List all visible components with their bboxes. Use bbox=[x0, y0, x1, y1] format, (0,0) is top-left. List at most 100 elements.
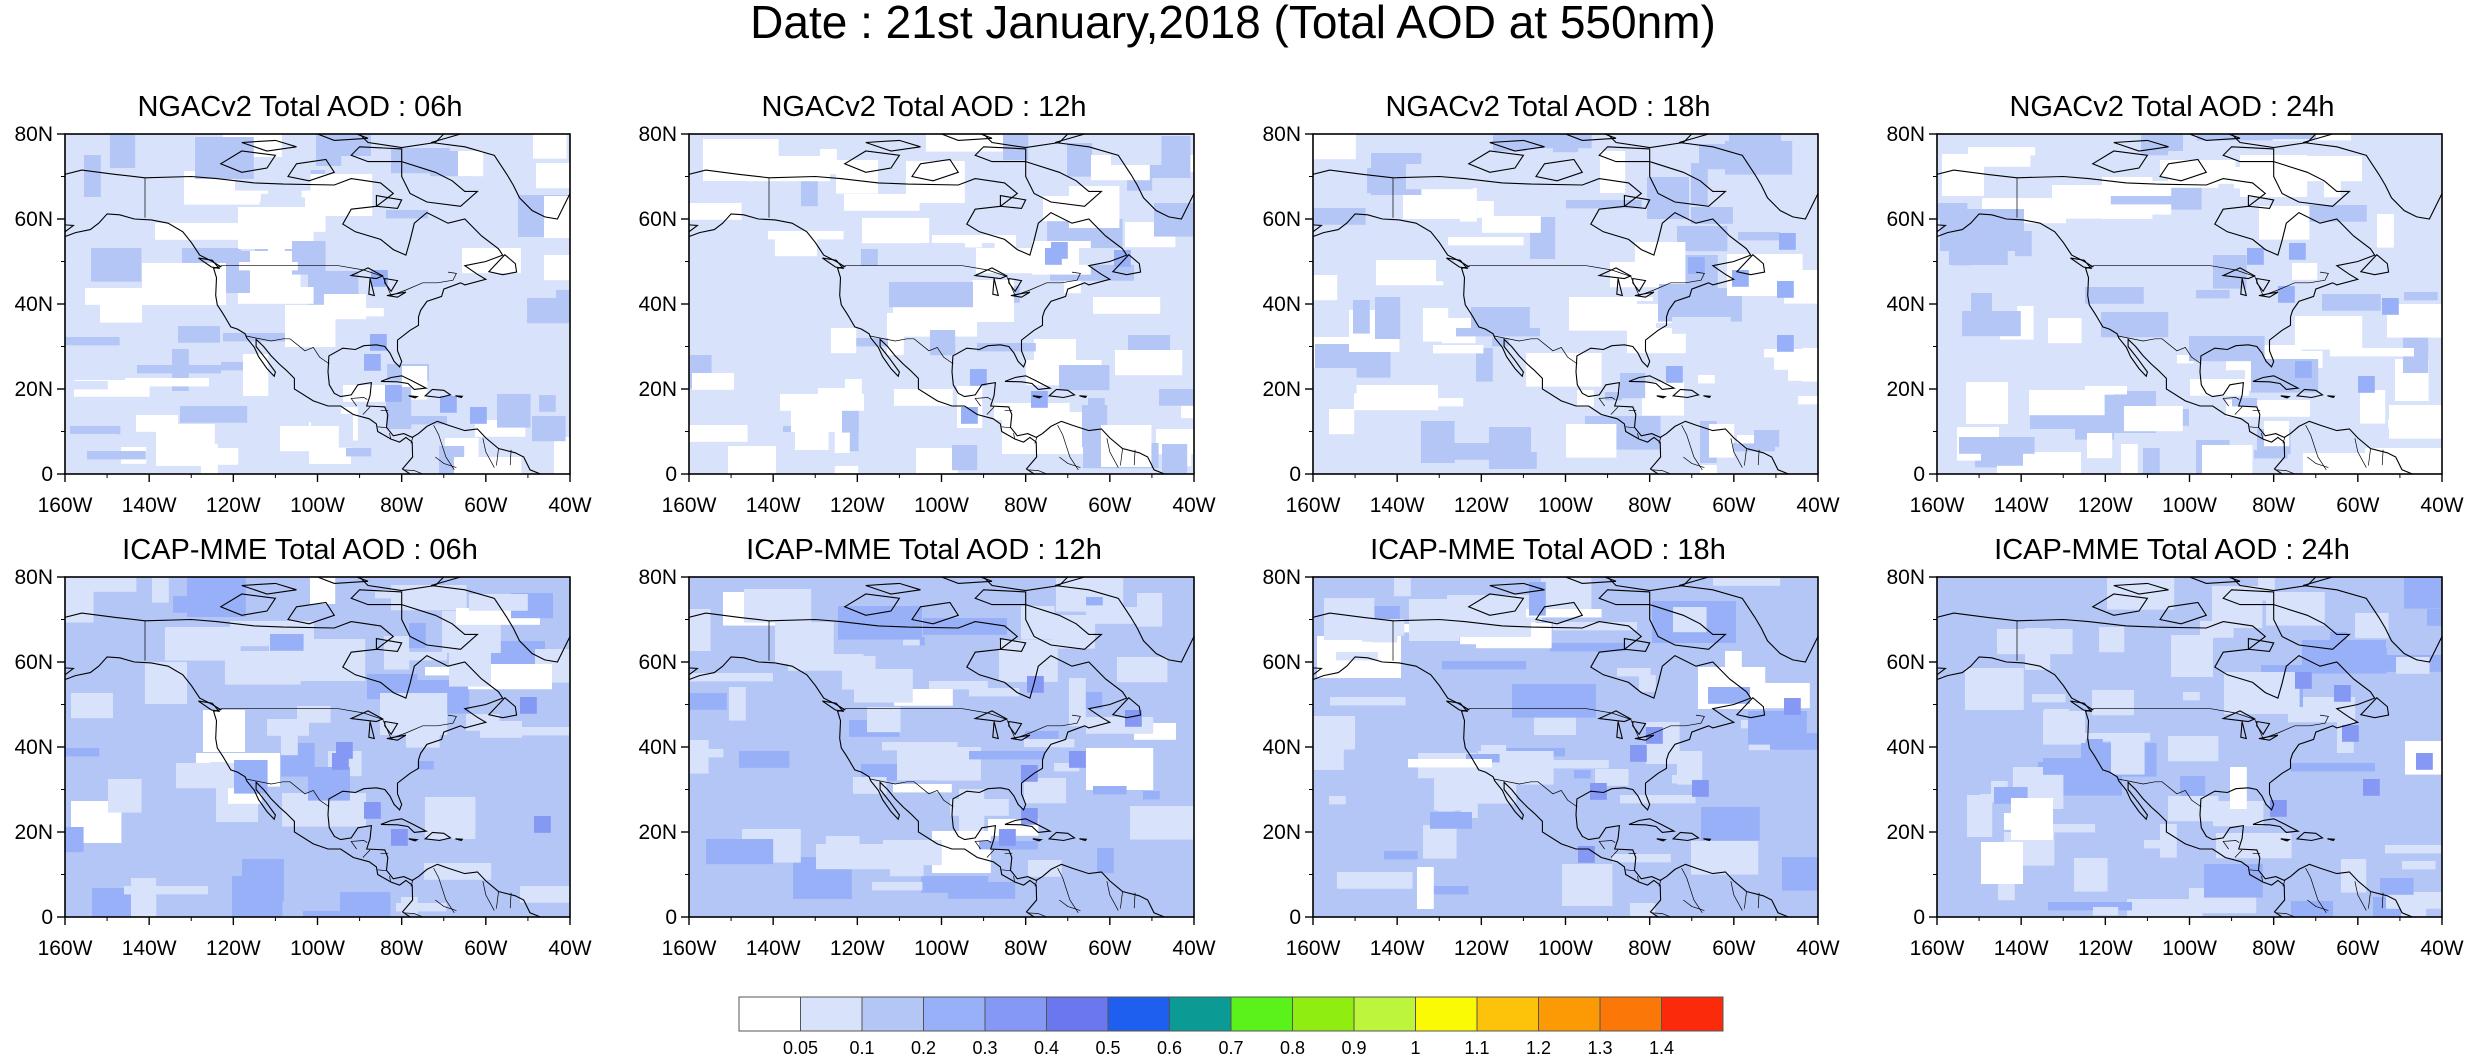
lat-tick-label: 0 bbox=[665, 463, 677, 486]
coastlines bbox=[689, 577, 1194, 917]
lon-tick-label: 100W bbox=[914, 937, 969, 960]
coastlines bbox=[1313, 134, 1818, 474]
lat-tick-label: 80N bbox=[1262, 123, 1301, 146]
lat-tick-label: 0 bbox=[41, 906, 53, 929]
panel-title: NGACv2 Total AOD : 18h bbox=[1385, 91, 1711, 123]
colorbar-swatch bbox=[1599, 996, 1662, 1032]
lon-tick-label: 160W bbox=[38, 937, 93, 960]
lon-tick-label: 140W bbox=[122, 937, 177, 960]
map-panel: NGACv2 Total AOD : 12h 160W 140W 120W 100W 80… bbox=[634, 90, 1215, 535]
colorbar-swatch bbox=[738, 996, 801, 1032]
lon-tick-label: 120W bbox=[206, 494, 261, 517]
lon-tick-label: 140W bbox=[1370, 937, 1425, 960]
lon-tick-label: 100W bbox=[2162, 937, 2217, 960]
aod-field bbox=[1937, 577, 2442, 917]
lon-tick-label: 80W bbox=[1628, 494, 1671, 517]
colorbar-swatch bbox=[1107, 996, 1170, 1032]
map-panel: NGACv2 Total AOD : 24h 160W 140W 120W 100W 80… bbox=[1882, 90, 2463, 535]
lat-tick-label: 80N bbox=[1886, 566, 1925, 589]
lon-tick-label: 60W bbox=[464, 494, 507, 517]
colorbar-label: 0.2 bbox=[911, 1038, 936, 1056]
colorbar-label: 0.5 bbox=[1095, 1038, 1120, 1056]
panel-title: ICAP-MME Total AOD : 24h bbox=[1994, 534, 2350, 566]
lon-tick-label: 60W bbox=[464, 937, 507, 960]
colorbar-label: 0.6 bbox=[1157, 1038, 1182, 1056]
aod-field bbox=[65, 134, 570, 474]
lat-tick-label: 0 bbox=[41, 463, 53, 486]
lat-tick-label: 20N bbox=[1262, 821, 1301, 844]
lon-tick-label: 120W bbox=[1454, 937, 1509, 960]
panel-title: ICAP-MME Total AOD : 06h bbox=[122, 534, 478, 566]
lat-tick-label: 20N bbox=[14, 378, 53, 401]
lat-tick-label: 0 bbox=[1289, 906, 1301, 929]
lon-tick-label: 140W bbox=[1994, 937, 2049, 960]
lat-tick-label: 40N bbox=[638, 736, 677, 759]
coastlines bbox=[1313, 577, 1818, 917]
colorbar-label: 0.8 bbox=[1280, 1038, 1305, 1056]
lon-tick-label: 160W bbox=[662, 937, 717, 960]
colorbar-label: 0.3 bbox=[972, 1038, 997, 1056]
lon-tick-label: 80W bbox=[1628, 937, 1671, 960]
map-panel: ICAP-MME Total AOD : 06h 160W 140W 120W 100W… bbox=[10, 533, 591, 978]
map-plot: 160W 140W 120W 100W 80W 60W 40W 0 20N 40N 60N 80N bbox=[14, 566, 591, 960]
map-plot: 160W 140W 120W 100W 80W 60W 40W 0 20N 40N 60N 80N bbox=[638, 123, 1215, 517]
lat-tick-label: 20N bbox=[1886, 378, 1925, 401]
lon-tick-label: 40W bbox=[1796, 494, 1839, 517]
main-title: Date : 21st January,2018 (Total AOD at 5… bbox=[750, 0, 1716, 48]
lat-tick-label: 80N bbox=[638, 123, 677, 146]
lon-tick-label: 120W bbox=[2078, 937, 2133, 960]
lat-tick-label: 60N bbox=[638, 651, 677, 674]
colorbar-label: 1.3 bbox=[1587, 1038, 1612, 1056]
lon-tick-label: 60W bbox=[1088, 494, 1131, 517]
map-plot: 160W 140W 120W 100W 80W 60W 40W 0 20N 40N 60N 80N bbox=[1886, 123, 2463, 517]
panel-title: NGACv2 Total AOD : 12h bbox=[761, 91, 1087, 123]
lon-tick-label: 140W bbox=[1994, 494, 2049, 517]
colorbar-swatch bbox=[1046, 996, 1109, 1032]
borders bbox=[768, 620, 1136, 917]
aod-field bbox=[1313, 134, 1818, 474]
colorbar-label: 1.4 bbox=[1649, 1038, 1674, 1056]
lat-tick-label: 60N bbox=[1262, 651, 1301, 674]
lat-tick-label: 40N bbox=[14, 736, 53, 759]
colorbar: 0.05 0.1 0.2 0.3 0.4 0.5 0.6 0.7 0.8 0.9 1 1.1 1.2 1.… bbox=[738, 996, 1724, 1056]
coastlines bbox=[65, 577, 570, 917]
lon-tick-label: 140W bbox=[1370, 494, 1425, 517]
colorbar-swatch bbox=[923, 996, 986, 1032]
map-plot: 160W 140W 120W 100W 80W 60W 40W 0 20N 40N 60N 80N bbox=[1262, 123, 1839, 517]
lat-tick-label: 60N bbox=[14, 651, 53, 674]
lon-tick-label: 60W bbox=[1712, 494, 1755, 517]
borders bbox=[2016, 620, 2384, 917]
coastlines bbox=[65, 134, 570, 474]
borders bbox=[144, 177, 512, 474]
borders bbox=[1392, 177, 1760, 474]
lat-tick-label: 80N bbox=[1262, 566, 1301, 589]
colorbar-label: 0.4 bbox=[1034, 1038, 1059, 1056]
colorbar-swatch bbox=[1230, 996, 1293, 1032]
borders bbox=[1392, 620, 1760, 917]
lon-tick-label: 140W bbox=[746, 937, 801, 960]
colorbar-label: 0.7 bbox=[1218, 1038, 1243, 1056]
colorbar-swatch bbox=[1415, 996, 1478, 1032]
colorbar-swatch bbox=[1353, 996, 1416, 1032]
map-panel: NGACv2 Total AOD : 18h 160W 140W 120W 100W 80… bbox=[1258, 90, 1839, 535]
lon-tick-label: 40W bbox=[548, 494, 591, 517]
aod-field bbox=[689, 577, 1194, 917]
aod-field bbox=[1313, 577, 1818, 917]
colorbar-swatch bbox=[1292, 996, 1355, 1032]
lon-tick-label: 120W bbox=[2078, 494, 2133, 517]
lat-tick-label: 20N bbox=[14, 821, 53, 844]
lat-tick-label: 60N bbox=[1886, 651, 1925, 674]
lat-tick-label: 0 bbox=[665, 906, 677, 929]
lat-tick-label: 0 bbox=[1913, 906, 1925, 929]
coastlines bbox=[1937, 134, 2442, 474]
lon-tick-label: 120W bbox=[1454, 494, 1509, 517]
lat-tick-label: 20N bbox=[1886, 821, 1925, 844]
lat-tick-label: 60N bbox=[14, 208, 53, 231]
map-panel: ICAP-MME Total AOD : 12h 160W 140W 120W 100W… bbox=[634, 533, 1215, 978]
lat-tick-label: 20N bbox=[638, 821, 677, 844]
lon-tick-label: 40W bbox=[2420, 937, 2463, 960]
lon-tick-label: 120W bbox=[830, 937, 885, 960]
lat-tick-label: 40N bbox=[1262, 736, 1301, 759]
lon-tick-label: 80W bbox=[2252, 937, 2295, 960]
lon-tick-label: 80W bbox=[380, 494, 423, 517]
